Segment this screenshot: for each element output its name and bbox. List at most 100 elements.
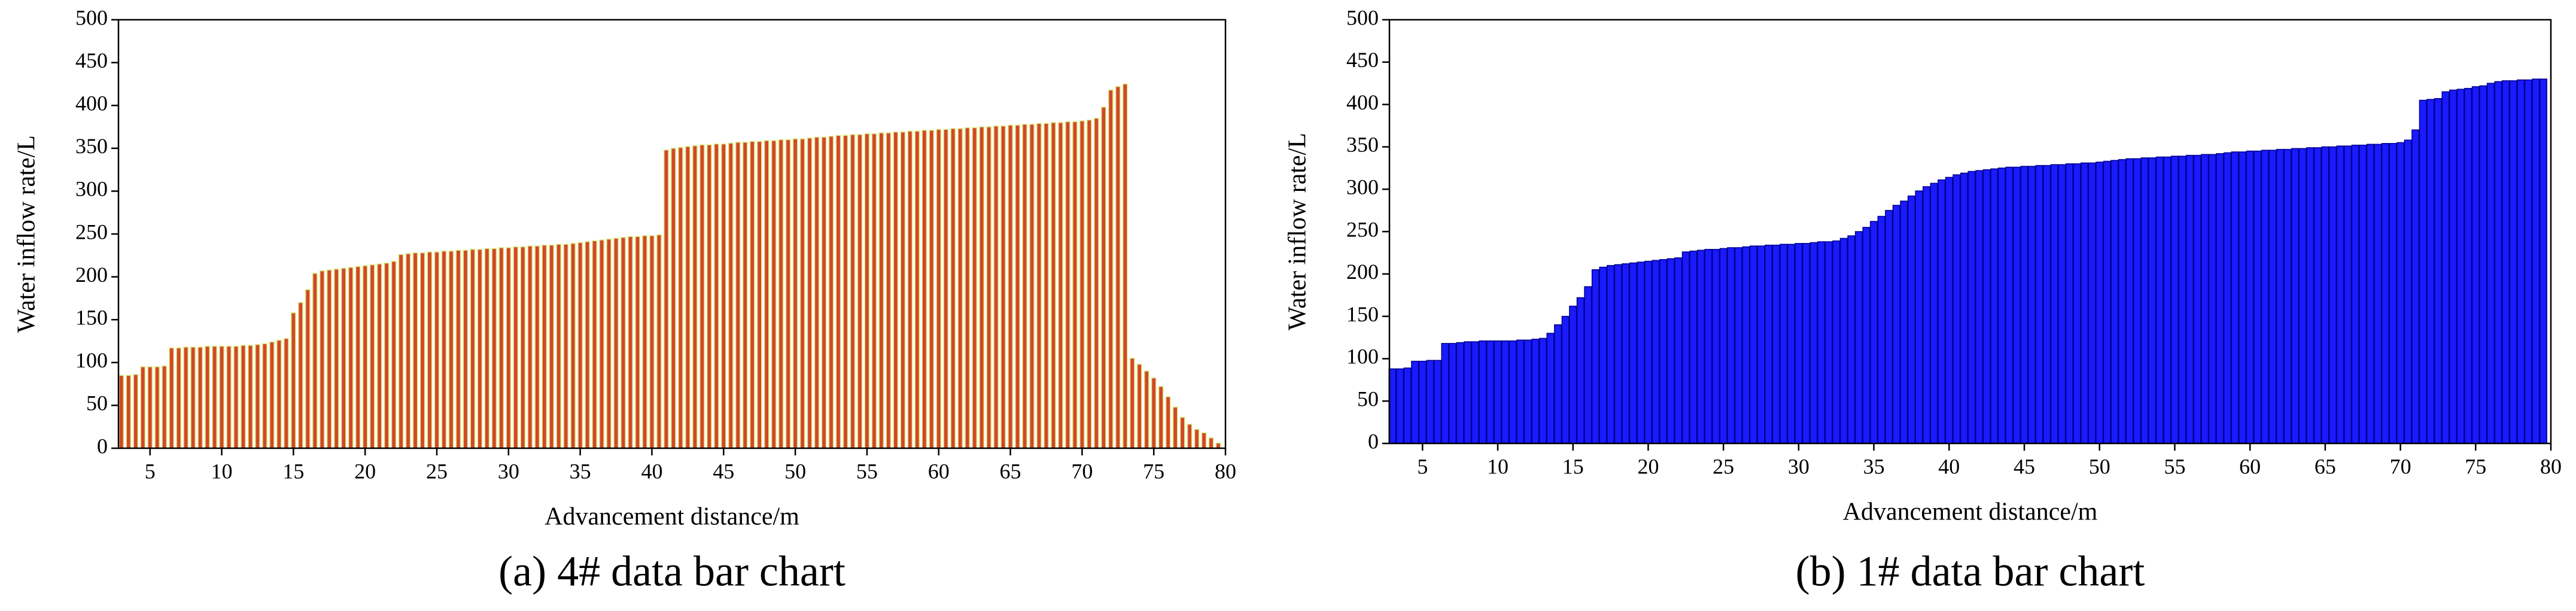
bar — [1734, 247, 1742, 444]
bar — [1411, 360, 1419, 444]
bar — [262, 343, 267, 449]
bar — [965, 127, 970, 449]
bar — [1044, 123, 1049, 449]
bar — [2517, 79, 2525, 444]
bar — [1727, 247, 1735, 444]
bar — [2096, 162, 2104, 444]
bar — [1817, 241, 1826, 444]
x-tick-label: 40 — [641, 459, 662, 483]
bar — [1546, 333, 1555, 444]
bar — [900, 131, 906, 449]
bar — [1892, 205, 1900, 444]
x-tick-label: 80 — [1215, 459, 1236, 483]
bar — [384, 262, 390, 449]
bar — [241, 345, 246, 449]
bar — [756, 141, 762, 449]
bar — [656, 234, 662, 449]
bar — [1599, 266, 1607, 444]
bar — [1862, 227, 1871, 444]
bar — [513, 246, 519, 449]
bar — [269, 341, 275, 449]
bar — [2148, 157, 2157, 444]
x-tick-label: 5 — [1417, 454, 1428, 478]
bar — [1051, 122, 1056, 449]
bar — [1122, 83, 1128, 449]
bar — [2050, 164, 2058, 444]
x-tick-label: 35 — [1863, 454, 1885, 478]
x-tick-label: 25 — [1713, 454, 1734, 478]
bar — [1418, 360, 1427, 444]
bar — [1915, 190, 1923, 444]
bar — [2110, 160, 2119, 444]
bar — [706, 144, 712, 449]
bar — [785, 139, 791, 449]
bar — [520, 246, 526, 449]
x-tick-label: 65 — [1000, 459, 1021, 483]
bar — [2336, 145, 2344, 444]
bar — [778, 139, 784, 449]
y-tick-label: 0 — [1368, 429, 1379, 453]
bar — [2005, 166, 2014, 444]
bar — [720, 143, 726, 449]
bar — [728, 142, 734, 449]
bar — [255, 344, 260, 449]
x-tick-label: 55 — [2164, 454, 2185, 478]
y-tick-label: 300 — [75, 177, 108, 201]
bar — [1982, 169, 1991, 444]
bar — [2396, 142, 2405, 444]
bar — [1456, 342, 1464, 444]
bar — [118, 375, 124, 449]
bar — [1938, 179, 1946, 444]
x-tick-label: 35 — [570, 459, 591, 483]
x-tick-label: 30 — [498, 459, 519, 483]
bar — [1787, 244, 1795, 444]
bar — [2539, 78, 2547, 444]
y-tick-label: 50 — [86, 391, 108, 415]
x-tick-label: 30 — [1788, 454, 1809, 478]
bar — [835, 135, 841, 449]
bar — [799, 138, 805, 449]
x-tick-label: 15 — [282, 459, 304, 483]
bar — [2073, 163, 2081, 444]
bar — [2065, 163, 2073, 444]
bar — [2524, 79, 2532, 444]
bar — [1674, 257, 1683, 444]
bar — [2328, 146, 2337, 444]
bar — [1396, 368, 1404, 444]
bar — [305, 289, 311, 449]
bar — [1022, 123, 1027, 449]
bar — [1742, 246, 1750, 444]
bar — [2471, 86, 2480, 444]
bar — [606, 238, 612, 449]
bar — [585, 241, 590, 449]
bar — [2426, 99, 2435, 444]
bar — [649, 235, 655, 449]
bar — [2028, 166, 2036, 444]
bar — [2012, 166, 2021, 444]
bar — [484, 248, 490, 449]
bar — [921, 129, 927, 449]
bar — [943, 129, 949, 449]
bar — [427, 251, 433, 449]
bar — [621, 236, 626, 449]
x-tick-label: 70 — [1071, 459, 1093, 483]
y-axis-label: Water inflow rate/L — [1284, 133, 1312, 330]
bar — [1696, 250, 1705, 444]
bar — [1975, 170, 1984, 444]
bar — [1501, 340, 1510, 444]
bar — [2321, 146, 2329, 444]
bar — [2298, 148, 2307, 444]
bar — [391, 261, 397, 449]
bar — [1036, 123, 1042, 449]
bar — [2246, 150, 2254, 444]
bar — [1471, 341, 1479, 444]
bar — [2366, 144, 2374, 444]
bar — [376, 263, 382, 449]
bar — [1201, 432, 1207, 449]
bar — [792, 138, 798, 449]
bar — [1093, 117, 1099, 449]
bar — [685, 146, 691, 449]
bar — [369, 264, 375, 449]
y-tick-label: 500 — [75, 5, 108, 29]
bar — [1681, 251, 1690, 444]
